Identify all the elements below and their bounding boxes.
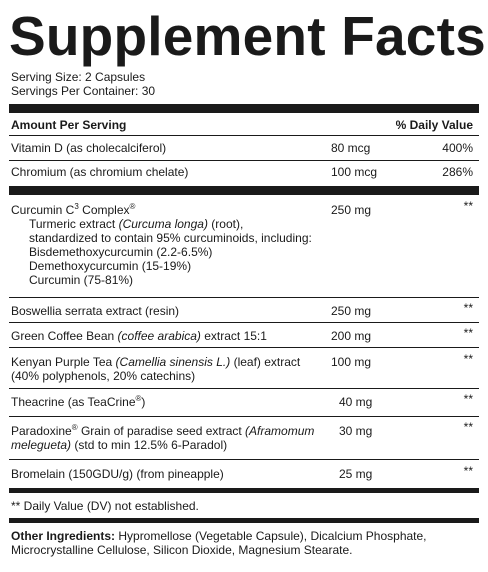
nutrient-row-vitamin-d: Vitamin D (as cholecalciferol) 80 mcg 40… (9, 136, 479, 160)
footnote: ** Daily Value (DV) not established. (11, 499, 199, 513)
nutrient-name: Chromium (as chromium chelate) (11, 165, 189, 179)
thick-divider (9, 186, 479, 195)
ingredient-row-boswellia: Boswellia serrata extract (resin) 250 mg… (9, 298, 479, 322)
ingredient-name: Bromelain (150GDU/g) (from pineapple) (11, 467, 224, 481)
ingredient-dv: ** (463, 352, 473, 366)
column-header: Amount Per Serving % Daily Value (9, 113, 479, 135)
divider (9, 297, 479, 298)
nutrient-amount: 80 mcg (331, 141, 371, 155)
divider (9, 388, 479, 389)
ingredient-dv: ** (463, 301, 473, 315)
ingredient-dv: ** (463, 199, 473, 213)
ingredient-amount: 40 mg (339, 395, 373, 409)
daily-value-label: % Daily Value (395, 118, 473, 132)
ingredient-amount: 25 mg (339, 467, 373, 481)
nutrient-row-chromium: Chromium (as chromium chelate) 100 mcg 2… (9, 161, 479, 183)
ingredient-name: Boswellia serrata extract (resin) (11, 304, 180, 318)
ingredient-dv: ** (463, 420, 473, 434)
ingredient-dv: ** (463, 326, 473, 340)
supplement-facts-panel: Supplement Facts Serving Size: 2 Capsule… (9, 0, 486, 557)
divider (9, 416, 479, 417)
ingredient-name: Theacrine (as TeaCrine®) (11, 394, 146, 410)
ingredient-amount: 30 mg (339, 424, 373, 438)
thick-divider (9, 488, 479, 493)
other-ingredients: Other Ingredients: Hypromellose (Vegetab… (11, 529, 427, 557)
divider (9, 322, 479, 323)
ingredient-row-paradoxine: Paradoxine® Grain of paradise seed extra… (9, 417, 479, 459)
divider (9, 459, 479, 460)
amount-per-serving-label: Amount Per Serving (11, 118, 127, 132)
ingredient-row-theacrine: Theacrine (as TeaCrine®) 40 mg ** (9, 389, 479, 416)
nutrient-dv: 400% (442, 141, 473, 155)
ingredient-name: Curcumin C3 Complex® Turmeric extract (C… (11, 202, 312, 288)
divider (9, 347, 479, 348)
servings-per-container: Servings Per Container: 30 (11, 84, 156, 98)
divider (9, 160, 479, 161)
ingredient-amount: 200 mg (331, 329, 372, 343)
ingredient-dv: ** (463, 392, 473, 406)
thick-divider (9, 518, 479, 523)
ingredient-dv: ** (463, 464, 473, 478)
nutrient-dv: 286% (442, 165, 473, 179)
panel-title: Supplement Facts (9, 5, 486, 67)
thick-divider (9, 104, 479, 113)
ingredient-amount: 100 mg (331, 355, 372, 369)
ingredient-name: Kenyan Purple Tea (Camellia sinensis L.)… (11, 355, 301, 383)
serving-size: Serving Size: 2 Capsules (11, 70, 146, 84)
nutrient-name: Vitamin D (as cholecalciferol) (11, 141, 167, 155)
ingredient-row-curcumin: Curcumin C3 Complex® Turmeric extract (C… (9, 195, 479, 297)
ingredient-amount: 250 mg (331, 203, 372, 217)
ingredient-amount: 250 mg (331, 304, 372, 318)
nutrient-amount: 100 mcg (331, 165, 378, 179)
divider (9, 135, 479, 136)
ingredient-row-bromelain: Bromelain (150GDU/g) (from pineapple) 25… (9, 460, 479, 486)
ingredient-row-green-coffee: Green Coffee Bean (coffee arabica) extra… (9, 323, 479, 347)
serving-info: Serving Size: 2 Capsules Servings Per Co… (9, 70, 479, 98)
ingredient-row-purple-tea: Kenyan Purple Tea (Camellia sinensis L.)… (9, 348, 479, 388)
ingredient-name: Green Coffee Bean (coffee arabica) extra… (11, 329, 267, 343)
ingredient-name: Paradoxine® Grain of paradise seed extra… (11, 423, 315, 453)
other-ingredients-label: Other Ingredients: (11, 529, 116, 543)
